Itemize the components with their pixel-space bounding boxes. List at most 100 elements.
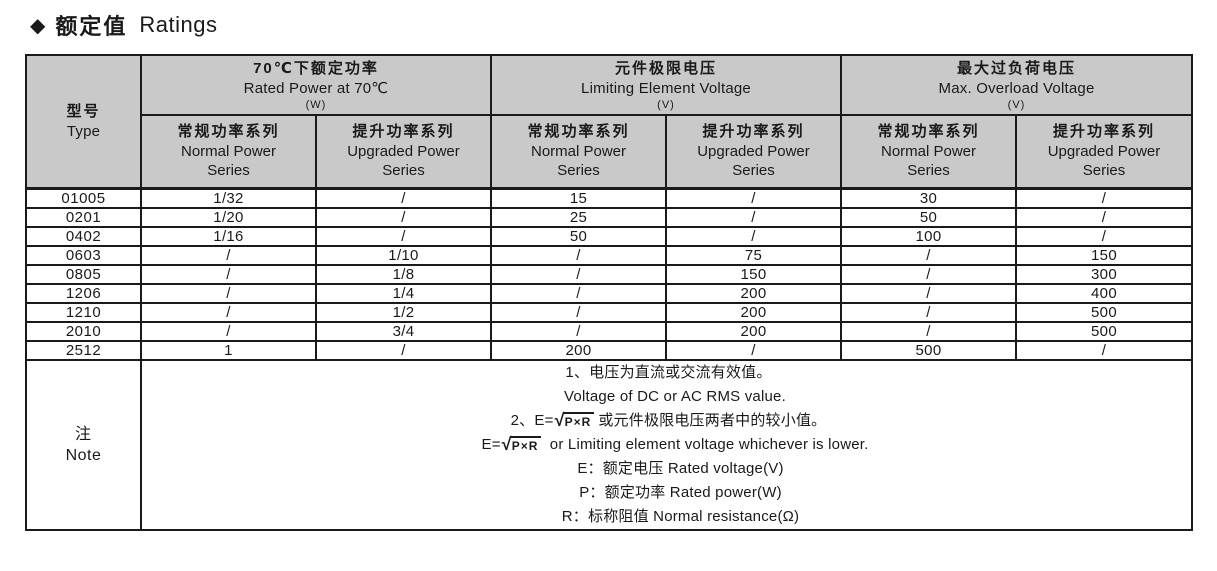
value-cell: / <box>840 244 1017 266</box>
table-row: 2010 / 3/4 / 200 / 500 <box>25 320 1194 342</box>
group-header-rated-power: 70℃下额定功率 Rated Power at 70℃ (W) <box>140 54 492 116</box>
note-text: 2、E= <box>510 411 554 429</box>
value-cell: / <box>140 301 317 323</box>
radical-icon: √ <box>501 434 512 455</box>
note-line: E= √ P×R or Limiting element voltage which… <box>142 433 1191 457</box>
value-cell: 3/4 <box>315 320 492 342</box>
value-cell: 1/32 <box>140 187 317 209</box>
radicand: P×R <box>509 436 542 453</box>
ratings-table: 型号 Type 70℃下额定功率 Rated Power at 70℃ (W) … <box>25 54 1194 531</box>
subheader-zh: 提升功率系列 <box>702 123 805 141</box>
group-header-limiting-voltage: 元件极限电压 Limiting Element Voltage (V) <box>490 54 842 116</box>
value-cell: 30 <box>840 187 1017 209</box>
value-cell: / <box>665 187 842 209</box>
note-line: E：额定电压 Rated voltage(V) <box>577 459 784 477</box>
note-row: 注 Note 1、电压为直流或交流有效值。 Voltage of DC or AC… <box>25 358 1194 531</box>
subheader-normal-power-w: 常规功率系列 Normal Power Series <box>140 114 317 189</box>
subheader-en: Normal Power Series <box>530 143 627 180</box>
diamond-icon: ◆ <box>30 14 46 37</box>
value-cell: / <box>315 339 492 361</box>
sqrt-expression: √ P×R <box>555 411 595 429</box>
value-cell: 500 <box>1014 320 1194 342</box>
value-cell: / <box>1014 339 1194 361</box>
note-label-zh: 注 <box>74 425 92 443</box>
subheader-upgraded-power-ov: 提升功率系列 Upgraded Power Series <box>1014 114 1194 189</box>
value-cell: / <box>1014 225 1194 247</box>
table-footer: 注 Note 1、电压为直流或交流有效值。 Voltage of DC or AC… <box>25 358 1194 531</box>
table-row: 1210 / 1/2 / 200 / 500 <box>25 301 1194 323</box>
subheader-en: Normal Power Series <box>180 143 277 180</box>
note-lines: 1、电压为直流或交流有效值。 Voltage of DC or AC RMS va… <box>142 361 1191 529</box>
subheader-zh: 常规功率系列 <box>527 123 630 141</box>
page-title: ◆ 额定值 Ratings <box>30 9 1217 41</box>
value-cell: 75 <box>665 244 842 266</box>
subheader-upgraded-power-v: 提升功率系列 Upgraded Power Series <box>665 114 842 189</box>
type-cell: 0603 <box>25 244 142 266</box>
subheader-en: Normal Power Series <box>880 143 977 180</box>
sqrt-expression: √ P×R <box>501 434 542 455</box>
value-cell: / <box>140 282 317 304</box>
group-en: Rated Power at 70℃ <box>243 79 389 97</box>
value-cell: / <box>490 282 667 304</box>
group-zh: 70℃下额定功率 <box>253 59 379 77</box>
value-cell: 150 <box>1014 244 1194 266</box>
subheader-upgraded-power-w: 提升功率系列 Upgraded Power Series <box>315 114 492 189</box>
group-zh: 元件极限电压 <box>614 59 717 77</box>
sub-header-row: 常规功率系列 Normal Power Series 提升功率系列 Upgrad… <box>26 114 1194 189</box>
value-cell: / <box>840 282 1017 304</box>
table-row: 01005 1/32 / 15 / 30 / <box>25 187 1194 209</box>
note-text: 或元件极限电压两者中的较小值。 <box>598 411 827 429</box>
value-cell: / <box>315 225 492 247</box>
group-header-row: 型号 Type 70℃下额定功率 Rated Power at 70℃ (W) … <box>25 54 1194 189</box>
value-cell: / <box>140 320 317 342</box>
group-unit: (W) <box>305 98 327 111</box>
note-line: Voltage of DC or AC RMS value. <box>564 387 786 405</box>
page-title-en: Ratings <box>139 12 218 37</box>
group-zh: 最大过负荷电压 <box>957 59 1077 77</box>
radicand: P×R <box>562 412 595 429</box>
note-line: 2、E= √ P×R 或元件极限电压两者中的较小值。 <box>142 409 1191 433</box>
note-line: P：额定功率 Rated power(W) <box>579 483 782 501</box>
value-cell: / <box>490 301 667 323</box>
value-cell: / <box>315 206 492 228</box>
type-cell: 2512 <box>25 339 142 361</box>
value-cell: / <box>665 339 842 361</box>
value-cell: 150 <box>665 263 842 285</box>
group-en: Max. Overload Voltage <box>938 79 1095 97</box>
subheader-normal-power-ov: 常规功率系列 Normal Power Series <box>840 114 1017 189</box>
note-content: 1、电压为直流或交流有效值。 Voltage of DC or AC RMS va… <box>139 358 1194 531</box>
note-label-en: Note <box>65 446 102 464</box>
note-line: R：标称阻值 Normal resistance(Ω) <box>561 507 800 525</box>
value-cell: 500 <box>840 339 1017 361</box>
note-label: 注 Note <box>25 358 142 531</box>
note-line: 1、电压为直流或交流有效值。 <box>565 363 772 381</box>
table-row: 0402 1/16 / 50 / 100 / <box>25 225 1194 247</box>
table-header: 型号 Type 70℃下额定功率 Rated Power at 70℃ (W) … <box>25 54 1194 189</box>
note-text: or Limiting element voltage whichever is… <box>545 435 869 453</box>
value-cell: 200 <box>665 282 842 304</box>
subheader-zh: 提升功率系列 <box>352 123 455 141</box>
value-cell: / <box>665 206 842 228</box>
value-cell: / <box>1014 206 1194 228</box>
value-cell: / <box>140 244 317 266</box>
type-cell: 0805 <box>25 263 142 285</box>
table-row: 0805 / 1/8 / 150 / 300 <box>25 263 1194 285</box>
value-cell: / <box>490 244 667 266</box>
group-unit: (V) <box>657 98 675 111</box>
value-cell: 300 <box>1014 263 1194 285</box>
value-cell: / <box>665 225 842 247</box>
value-cell: 500 <box>1014 301 1194 323</box>
value-cell: 1 <box>140 339 317 361</box>
page-title-zh: 额定值 <box>55 14 128 39</box>
value-cell: / <box>490 263 667 285</box>
value-cell: 15 <box>490 187 667 209</box>
type-cell: 01005 <box>25 187 142 209</box>
value-cell: / <box>140 263 317 285</box>
subheader-en: Upgraded Power Series <box>1047 143 1161 180</box>
group-unit: (V) <box>1007 98 1026 111</box>
table-body: 01005 1/32 / 15 / 30 / 0201 1/20 / 25 / … <box>25 187 1194 361</box>
value-cell: / <box>840 301 1017 323</box>
value-cell: 50 <box>840 206 1017 228</box>
group-en: Limiting Element Voltage <box>581 79 751 97</box>
subheader-zh: 提升功率系列 <box>1053 123 1156 141</box>
